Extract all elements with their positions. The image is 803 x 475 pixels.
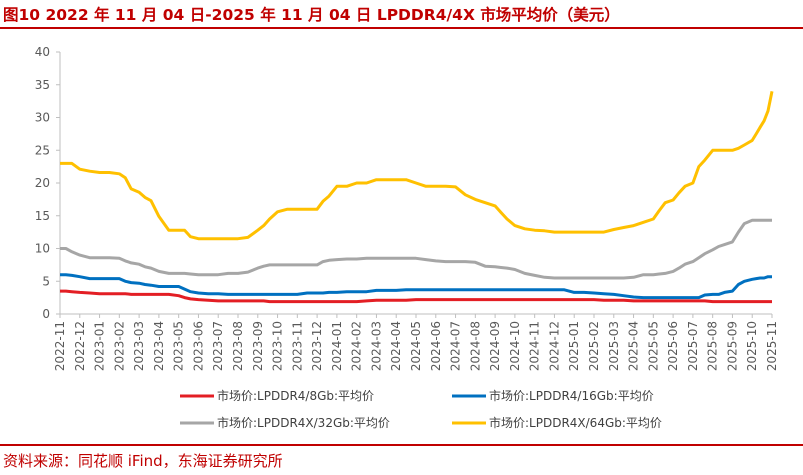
x-tick-label: 2025-05: [646, 321, 660, 371]
x-tick-label: 2024-01: [330, 321, 344, 371]
series-line: [60, 218, 772, 280]
x-tick-label: 2023-12: [310, 321, 324, 371]
x-tick-label: 2023-10: [271, 321, 285, 371]
x-tick-label: 2025-08: [706, 321, 720, 371]
y-tick-label: 5: [42, 274, 50, 288]
x-tick-label: 2024-08: [468, 321, 482, 371]
x-tick-label: 2022-11: [53, 321, 67, 371]
y-tick-label: 40: [35, 45, 50, 59]
x-tick-label: 2025-10: [745, 321, 759, 371]
x-tick-label: 2022-12: [73, 321, 87, 371]
x-tick-label: 2025-07: [686, 321, 700, 371]
x-tick-label: 2024-11: [528, 321, 542, 371]
x-tick-label: 2023-03: [132, 321, 146, 371]
x-tick-label: 2023-02: [112, 321, 126, 371]
x-tick-label: 2024-05: [409, 321, 423, 371]
x-tick-label: 2023-04: [152, 321, 166, 371]
x-tick-label: 2023-06: [191, 321, 205, 371]
y-tick-label: 0: [42, 307, 50, 321]
y-tick-label: 15: [35, 209, 50, 223]
source-divider: [0, 444, 803, 446]
legend-label: 市场价:LPDDR4X/32Gb:平均价: [217, 415, 390, 430]
x-tick-label: 2023-07: [211, 321, 225, 371]
y-tick-label: 35: [35, 78, 50, 92]
series-line: [60, 91, 774, 241]
y-tick-label: 20: [35, 176, 50, 190]
x-tick-label: 2025-03: [607, 321, 621, 371]
x-tick-label: 2024-09: [488, 321, 502, 371]
x-tick-label: 2025-01: [567, 321, 581, 371]
x-tick-label: 2024-03: [369, 321, 383, 371]
chart-title: 图10 2022 年 11 月 04 日-2025 年 11 月 04 日 LP…: [3, 6, 620, 24]
x-tick-label: 2024-06: [429, 321, 443, 371]
x-tick-label: 2024-12: [547, 321, 561, 371]
x-tick-label: 2023-08: [231, 321, 245, 371]
x-tick-label: 2023-01: [93, 321, 107, 371]
x-tick-label: 2025-11: [765, 321, 779, 371]
y-tick-label: 10: [35, 242, 50, 256]
x-tick-label: 2025-04: [627, 321, 641, 371]
x-tick-label: 2024-07: [449, 321, 463, 371]
y-tick-label: 25: [35, 143, 50, 157]
series-line: [60, 289, 772, 304]
y-tick-label: 30: [35, 111, 50, 125]
legend-label: 市场价:LPDDR4/16Gb:平均价: [489, 388, 654, 403]
x-tick-label: 2024-04: [389, 321, 403, 371]
title-divider: [0, 27, 803, 29]
x-tick-label: 2025-02: [587, 321, 601, 371]
x-tick-label: 2023-11: [290, 321, 304, 371]
x-tick-label: 2023-09: [251, 321, 265, 371]
series-line: [60, 273, 772, 300]
x-tick-label: 2024-10: [508, 321, 522, 371]
x-tick-label: 2023-05: [172, 321, 186, 371]
line-chart: 0 5 10 15 20 25 30 35 40 2022-11 2022-12 2023-01 202…: [35, 45, 779, 430]
legend-label: 市场价:LPDDR4X/64Gb:平均价: [489, 415, 662, 430]
x-tick-label: 2025-09: [725, 321, 739, 371]
source-note: 资料来源：同花顺 iFind，东海证券研究所: [3, 452, 283, 470]
x-tick-label: 2024-02: [350, 321, 364, 371]
legend-label: 市场价:LPDDR4/8Gb:平均价: [217, 388, 374, 403]
x-tick-label: 2025-06: [666, 321, 680, 371]
